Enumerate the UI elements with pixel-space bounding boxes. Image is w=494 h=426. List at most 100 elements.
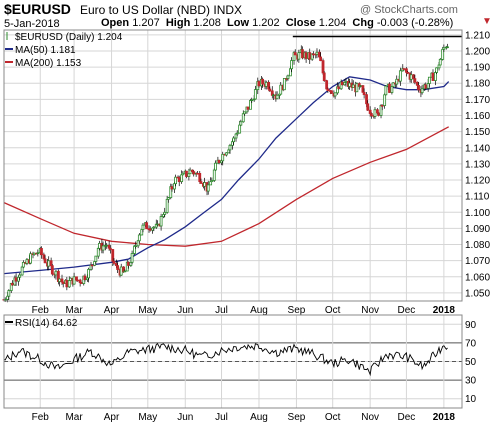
rsi-tick-label: 10 <box>465 394 477 405</box>
candle-body <box>199 181 203 184</box>
rsi-tick-label: 90 <box>465 320 477 331</box>
ma200-line <box>3 126 450 247</box>
high-value: 1.208 <box>193 17 221 29</box>
candle-body <box>241 113 245 123</box>
candle-body <box>253 89 257 100</box>
rsi-date-tick-label: Mar <box>65 412 83 423</box>
candle-body <box>87 269 90 279</box>
candle-body <box>406 71 410 74</box>
candle-body <box>32 252 36 256</box>
candle-body <box>426 83 430 89</box>
candle-body <box>111 249 115 262</box>
rsi-date-tick-label: Jul <box>215 412 228 423</box>
candle-body <box>192 171 196 175</box>
candle-body <box>435 67 439 73</box>
candle-body <box>140 229 144 236</box>
candle-body <box>437 64 441 69</box>
candle-body <box>36 252 40 254</box>
candle-body <box>333 92 337 97</box>
candle-body <box>438 58 442 66</box>
date-tick-label: Feb <box>32 305 50 316</box>
candle-body <box>217 159 221 164</box>
rsi-tick-label: 50 <box>465 357 477 368</box>
legend-ma50-label: MA(50) 1.181 <box>15 45 76 56</box>
candle-body <box>249 100 252 110</box>
candle-body <box>344 80 348 83</box>
candle-body <box>361 85 365 93</box>
price-tick-label: 1.160 <box>465 111 490 122</box>
candle-body <box>409 74 413 80</box>
low-value: 1.202 <box>252 17 280 29</box>
candle-body <box>174 176 177 185</box>
candle-body <box>107 244 111 249</box>
candle-body <box>69 277 72 281</box>
candle-body <box>165 198 169 213</box>
candle-body <box>163 211 167 215</box>
candle-body <box>11 282 14 286</box>
price-tick-label: 1.090 <box>465 224 490 235</box>
price-tick-label: 1.130 <box>465 159 490 170</box>
rsi-date-tick-label: Apr <box>104 412 120 423</box>
rsi-tick-label: 30 <box>465 376 477 387</box>
candle-body <box>6 295 10 300</box>
price-tick-label: 1.070 <box>465 256 490 267</box>
rsi-date-tick-label: Dec <box>398 412 416 423</box>
candle-body <box>321 60 325 74</box>
candle-body <box>267 81 271 90</box>
candle-body <box>40 248 43 256</box>
rsi-date-tick-label: Jun <box>177 412 193 423</box>
candle-body <box>420 88 424 94</box>
candle-body <box>369 113 373 117</box>
candle-body <box>442 47 446 50</box>
price-tick-label: 1.110 <box>465 192 490 203</box>
candle-body <box>434 72 437 81</box>
candle-body <box>383 94 387 106</box>
date-tick-label: Mar <box>65 305 83 316</box>
date-tick-label: Oct <box>325 305 341 316</box>
candle-body <box>275 94 279 100</box>
rsi-date-tick-label: Feb <box>32 412 50 423</box>
candle-body <box>43 258 47 264</box>
candle-body <box>380 105 384 107</box>
candle-body <box>76 279 80 282</box>
candle-body <box>227 149 231 154</box>
candle-body <box>17 276 20 282</box>
candle-body <box>3 299 7 301</box>
candle-body <box>105 244 109 247</box>
candle-body <box>58 278 61 282</box>
symbol-description: Euro to US Dollar (NBD) INDX <box>80 3 243 17</box>
candle-body <box>246 106 250 110</box>
candle-body <box>177 177 181 183</box>
quote-date: 5-Jan-2018 <box>4 18 60 30</box>
candle-body <box>112 260 116 264</box>
legend-rsi-label: RSI(14) 64.62 <box>15 318 78 329</box>
candle-body <box>94 255 98 262</box>
candle-body <box>212 169 216 181</box>
candle-body <box>250 99 254 102</box>
candle-body <box>156 223 159 226</box>
price-tick-label: 1.100 <box>465 208 490 219</box>
candle-body <box>441 48 445 60</box>
candle-body <box>319 56 323 62</box>
candle-body <box>54 270 58 276</box>
rsi-line <box>3 343 448 377</box>
candle-body <box>181 172 185 176</box>
candle-body <box>405 68 408 73</box>
candle-body <box>377 112 381 116</box>
candle-body <box>243 111 246 115</box>
candle-body <box>337 86 341 90</box>
candle-body <box>373 109 377 117</box>
date-tick-label: Dec <box>398 305 416 316</box>
chg-label: Chg <box>352 17 374 29</box>
candle-body <box>116 265 119 270</box>
candle-body <box>340 81 344 86</box>
candle-body <box>67 280 71 288</box>
candle-body <box>315 51 319 55</box>
down-arrow-icon: ▼ <box>482 16 492 27</box>
candle-body <box>290 60 294 70</box>
candle-body <box>228 144 232 151</box>
candle-body <box>412 74 416 80</box>
candle-body <box>172 183 176 190</box>
candle-body <box>159 216 163 227</box>
candle-body <box>355 83 359 93</box>
